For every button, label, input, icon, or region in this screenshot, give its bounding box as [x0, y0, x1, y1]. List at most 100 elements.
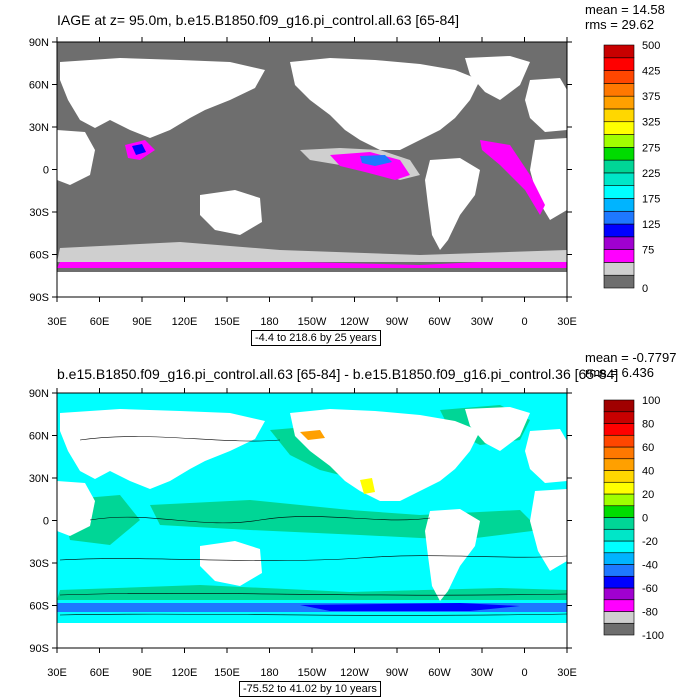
bottom-colorbar-label: 60 — [642, 442, 654, 454]
top-lat-label: 0 — [43, 165, 49, 177]
bottom-colorbar-swatch — [603, 575, 635, 589]
bottom-land-south-america — [425, 509, 480, 601]
bottom-lat-label: 0 — [43, 516, 49, 528]
top-colorbar-label: 275 — [642, 142, 660, 154]
top-field-blue-patch — [360, 155, 392, 166]
bottom-colorbar-swatch — [603, 446, 635, 460]
top-lon-label: 0 — [521, 316, 527, 328]
bottom-colorbar-swatch — [603, 411, 635, 424]
top-field-magenta-band — [330, 152, 410, 180]
bottom-colorbar-swatch — [603, 423, 635, 436]
top-lon-label: 30E — [557, 316, 577, 328]
bottom-colorbar-swatch — [603, 458, 635, 471]
bottom-land-australia — [200, 541, 262, 586]
top-colorbar-label: 225 — [642, 168, 660, 180]
bottom-mean-label: mean = -0.7797 — [585, 350, 677, 365]
bottom-colorbar-swatch — [603, 611, 635, 624]
bottom-land-greenland — [465, 407, 530, 451]
top-colorbar-swatch — [603, 147, 635, 161]
bottom-colorbar-label: -40 — [642, 560, 658, 572]
bottom-colorbar-swatch — [603, 399, 635, 413]
top-colorbar-label: 75 — [642, 245, 654, 257]
top-field-atlantic — [480, 140, 545, 215]
top-colorbar-label: 125 — [642, 219, 660, 231]
top-colorbar-swatch — [603, 249, 635, 263]
bottom-contour-lines — [59, 436, 568, 616]
top-lon-label: 90E — [132, 316, 152, 328]
bottom-field-south-darkblue — [300, 603, 520, 611]
top-lon-label: 180 — [260, 316, 278, 328]
bottom-colorbar-swatch — [603, 505, 635, 518]
top-colorbar-swatch — [603, 210, 635, 225]
bottom-lat-label: 60N — [29, 431, 49, 443]
top-map — [56, 41, 568, 298]
top-lon-label: 150E — [214, 316, 240, 328]
bottom-lon-label: 180 — [260, 667, 278, 679]
bottom-lon-label: 60E — [90, 667, 110, 679]
bottom-lat-label: 30N — [29, 473, 49, 485]
top-land-antarctica — [57, 272, 567, 297]
bottom-land-north-america — [290, 409, 480, 501]
top-colorbar-swatch — [603, 236, 635, 250]
top-colorbar-swatch — [603, 83, 635, 97]
top-lon-label: 30E — [47, 316, 67, 328]
top-colorbar: 0 75 125 175 225 275 325 375 425 500 — [603, 40, 660, 295]
bottom-colorbar-label: 0 — [642, 513, 648, 525]
bottom-rms-label: rms = 6.436 — [585, 365, 655, 380]
bottom-colorbar-swatch — [603, 434, 635, 448]
top-colorbar-label: 175 — [642, 193, 660, 205]
top-land-north-america — [290, 58, 480, 150]
top-colorbar-swatch — [603, 134, 635, 148]
top-colorbar-label: 500 — [642, 40, 660, 52]
bottom-colorbar: -100 -80 -60 -40 -20 0 20 40 60 80 100 — [603, 395, 664, 642]
top-field-south-gray — [57, 242, 567, 262]
top-colorbar-label: 0 — [642, 283, 648, 295]
bottom-colorbar-label: -20 — [642, 536, 658, 548]
bottom-lon-label: 30W — [471, 667, 494, 679]
top-lat-label: 90N — [29, 37, 49, 49]
top-colorbar-swatch — [603, 223, 635, 238]
top-lat-label: 60N — [29, 80, 49, 92]
top-land-australia — [200, 190, 262, 235]
top-colorbar-swatch — [603, 172, 635, 186]
top-colorbar-swatch — [603, 159, 635, 174]
top-colorbar-swatch — [603, 274, 635, 289]
bottom-lon-label: 90E — [132, 667, 152, 679]
bottom-land-eurasia — [60, 409, 265, 489]
bottom-colorbar-swatch — [603, 587, 635, 601]
bottom-lat-label: 90S — [29, 643, 49, 655]
bottom-colorbar-label: -100 — [642, 630, 664, 642]
bottom-colorbar-swatch — [603, 528, 635, 542]
top-map-title: IAGE at z= 95.0m, b.e15.B1850.f09_g16.pi… — [57, 12, 459, 28]
bottom-lat-label: 60S — [29, 601, 49, 613]
top-lat-label: 60S — [29, 250, 49, 262]
bottom-lon-label: 150W — [298, 667, 327, 679]
top-lat-label: 90S — [29, 292, 49, 304]
bottom-land-africa-west — [57, 481, 95, 536]
bottom-land-africa — [530, 489, 567, 571]
top-land-greenland — [465, 56, 530, 100]
top-field-indian-blue — [132, 144, 146, 155]
bottom-land-europe — [525, 429, 567, 483]
top-colorbar-swatch — [603, 121, 635, 135]
bottom-field-yellow-patch — [360, 478, 375, 494]
bottom-colorbar-label: -60 — [642, 583, 658, 595]
top-lon-label: 90W — [386, 316, 409, 328]
bottom-lon-label: 30E — [557, 667, 577, 679]
top-colorbar-swatch — [603, 70, 635, 84]
top-colorbar-label: 325 — [642, 117, 660, 129]
top-colorbar-swatch — [603, 57, 635, 71]
top-lat-label: 30S — [29, 207, 49, 219]
bottom-colorbar-label: 20 — [642, 489, 654, 501]
top-colorbar-swatch — [603, 185, 635, 199]
top-land-south-america — [425, 158, 480, 250]
bottom-colorbar-swatch — [603, 517, 635, 530]
bottom-colorbar-swatch — [603, 540, 635, 554]
top-colorbar-label: 375 — [642, 91, 660, 103]
top-lon-label: 60W — [428, 316, 451, 328]
bottom-colorbar-swatch — [603, 493, 635, 507]
top-colorbar-swatch — [603, 262, 635, 276]
top-colorbar-swatch — [603, 95, 635, 110]
bottom-contour-range-label: -75.52 to 41.02 by 10 years — [239, 681, 381, 697]
